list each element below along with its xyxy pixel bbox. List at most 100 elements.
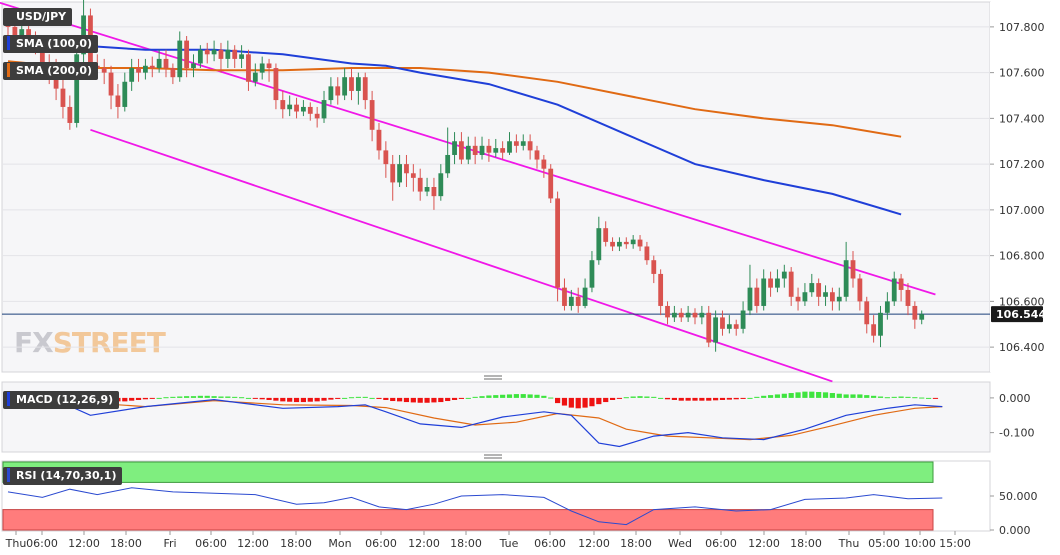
macd-histogram-bar	[761, 395, 767, 398]
macd-histogram-bar	[795, 392, 801, 398]
macd-histogram-bar	[438, 397, 444, 403]
candle-body	[163, 58, 169, 69]
candle-body	[706, 312, 712, 343]
candle-body	[376, 129, 382, 151]
candle-body	[582, 287, 588, 306]
macd-histogram-bar	[142, 397, 148, 400]
macd-histogram-bar	[451, 397, 458, 400]
candle-body	[101, 68, 107, 73]
candle-body	[843, 260, 849, 297]
macd-text: MACD (12,26,9)	[16, 393, 114, 406]
candle-body	[204, 49, 210, 55]
candle-body	[197, 49, 203, 64]
macd-histogram-bar	[719, 397, 726, 400]
sma200-legend[interactable]: SMA (200,0)	[3, 62, 99, 80]
macd-histogram-bar	[163, 397, 169, 399]
macd-histogram-bar	[548, 397, 554, 399]
time-tick-label: 06:00	[26, 537, 58, 550]
macd-histogram-bar	[293, 397, 300, 403]
candle-body	[259, 63, 265, 73]
macd-histogram-bar	[506, 394, 513, 398]
macd-histogram-bar	[348, 397, 355, 399]
candle-body	[816, 283, 822, 297]
candle-body	[713, 317, 719, 343]
macd-histogram-bar	[335, 397, 341, 399]
candle-body	[342, 77, 348, 96]
macd-histogram-bar	[644, 396, 650, 398]
macd-histogram-bar	[685, 397, 691, 401]
candle-body	[273, 68, 279, 101]
candle-body	[823, 292, 828, 297]
candle-body	[768, 278, 773, 288]
macd-histogram-bar	[273, 397, 279, 401]
candle-body	[355, 77, 361, 91]
macd-histogram-bar	[493, 395, 499, 398]
sma100-legend[interactable]: SMA (100,0)	[3, 35, 99, 53]
time-tick-label: Tue	[499, 537, 519, 550]
macd-histogram-bar	[857, 394, 863, 398]
macd-histogram-bar	[898, 396, 904, 398]
macd-histogram-bar	[197, 395, 203, 398]
macd-histogram-bar	[891, 396, 897, 398]
macd-histogram-bar	[733, 397, 739, 400]
candle-body	[459, 141, 464, 160]
macd-legend[interactable]: MACD (12,26,9)	[3, 391, 120, 409]
macd-histogram-bar	[479, 396, 485, 398]
macd-histogram-bar	[596, 397, 602, 405]
candle-body	[884, 301, 890, 313]
macd-histogram-bar	[513, 394, 519, 398]
candle-body	[919, 314, 925, 320]
macd-histogram-bar	[905, 396, 911, 398]
macd-tick-label: -0.100	[999, 427, 1034, 440]
sma200-swatch	[7, 63, 10, 77]
candle-body	[809, 283, 815, 293]
macd-histogram-bar	[575, 397, 581, 409]
candle-body	[665, 305, 670, 318]
macd-histogram-bar	[884, 397, 890, 399]
candle-body	[472, 145, 478, 155]
candle-body	[12, 26, 18, 37]
macd-histogram-bar	[754, 396, 760, 398]
macd-histogram-bar	[328, 397, 334, 400]
macd-histogram-bar	[822, 392, 829, 398]
panel-splitter-handle[interactable]	[484, 454, 502, 459]
candle-body	[218, 49, 224, 59]
macd-histogram-bar	[555, 397, 561, 404]
macd-histogram-bar	[129, 397, 135, 401]
current-price-label: 106.544	[996, 308, 1046, 321]
time-tick-label: 06:00	[534, 537, 566, 550]
rsi-legend[interactable]: RSI (14,70,30,1)	[3, 467, 123, 485]
price-panel	[1, 1, 991, 373]
macd-histogram-bar	[919, 397, 925, 399]
panel-splitter-handle[interactable]	[484, 375, 502, 380]
candle-body	[637, 239, 643, 247]
candle-body	[404, 164, 409, 174]
macd-histogram-bar	[747, 397, 753, 399]
macd-histogram-bar	[245, 397, 252, 399]
candle-body	[239, 54, 244, 59]
candle-body	[184, 40, 190, 69]
candle-body	[527, 141, 533, 151]
candle-body	[513, 141, 519, 146]
macd-histogram-bar	[836, 393, 842, 398]
time-tick-label: 18:00	[620, 537, 652, 550]
macd-histogram-bar	[664, 397, 671, 400]
rsi-tick-label: 50.000	[999, 490, 1038, 503]
rsi-swatch	[7, 468, 10, 482]
macd-histogram-bar	[740, 397, 746, 399]
price-tick-label: 106.600	[999, 295, 1045, 308]
candle-body	[781, 271, 787, 279]
candle-body	[898, 278, 904, 290]
macd-histogram-bar	[122, 397, 128, 402]
macd-histogram-bar	[232, 396, 238, 398]
candle-body	[280, 100, 286, 110]
candle-body	[445, 154, 451, 174]
time-tick-label: 12:00	[408, 537, 440, 550]
candle-body	[520, 141, 526, 146]
candle-body	[905, 289, 911, 306]
candle-body	[617, 241, 622, 247]
macd-histogram-bar	[788, 393, 794, 398]
candle-body	[733, 324, 739, 329]
